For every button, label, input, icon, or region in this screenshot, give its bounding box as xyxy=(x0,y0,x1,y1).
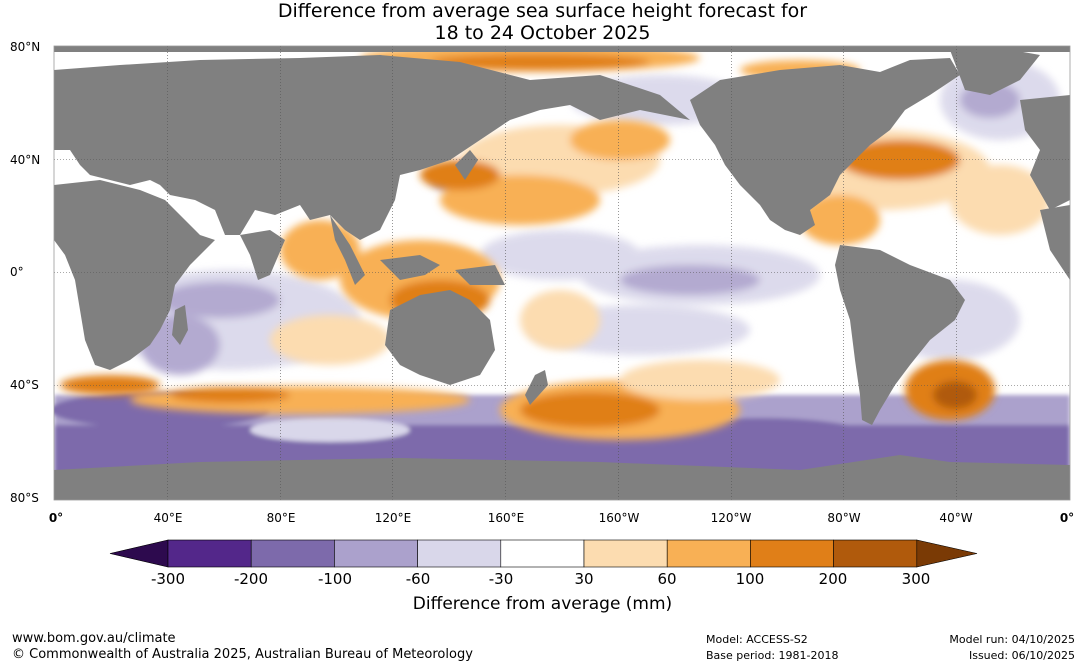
colorbar-tick-label: 200 xyxy=(818,570,848,588)
lat-label-80n: 80°N xyxy=(10,40,41,54)
colorbar-segment xyxy=(833,539,918,568)
colorbar-title: Difference from average (mm) xyxy=(412,594,673,614)
colorbar-tick-label: -100 xyxy=(317,570,353,588)
land-north-america xyxy=(690,58,960,235)
colorbar-segment xyxy=(250,539,335,568)
land-se-asia xyxy=(330,215,365,285)
colorbar-tick-label: -60 xyxy=(405,570,431,588)
colorbar-segment xyxy=(417,539,502,568)
issued-date: Issued: 06/10/2025 xyxy=(968,649,1075,662)
colorbar-tick-label: 30 xyxy=(574,570,594,588)
colorbar-segment xyxy=(500,539,585,568)
land-arctic-top xyxy=(54,46,1070,52)
lon-label-40e: 40°E xyxy=(153,511,183,525)
colorbar-arrow-low xyxy=(109,539,169,568)
colorbar xyxy=(109,539,978,568)
land-new-guinea xyxy=(455,265,505,285)
map-title-line2: 18 to 24 October 2025 xyxy=(434,22,651,44)
lon-label-0-right: 0° xyxy=(1059,511,1075,525)
colorbar-segment xyxy=(334,539,418,568)
land-india xyxy=(240,230,285,280)
land-africa-east xyxy=(1040,205,1070,280)
colorbar-tick-label: -30 xyxy=(488,570,514,588)
land-japan xyxy=(455,150,478,180)
colorbar-tick-label: 300 xyxy=(901,570,931,588)
land-new-zealand xyxy=(525,370,548,405)
land-greenland xyxy=(950,48,1040,95)
lat-label-40n: 40°N xyxy=(10,153,41,167)
land-africa xyxy=(54,180,215,370)
lat-label-80s: 80°S xyxy=(10,491,39,505)
colorbar-arrow-high xyxy=(916,539,978,568)
colorbar-segment xyxy=(666,539,751,568)
land-australia xyxy=(385,290,495,385)
land-europe-asia xyxy=(54,55,690,240)
colorbar-tick-label: 100 xyxy=(735,570,765,588)
lon-label-160w: 160°W xyxy=(598,511,640,525)
lon-label-120w: 120°W xyxy=(710,511,752,525)
lon-label-40w: 40°W xyxy=(939,511,973,525)
copyright-text: © Commonwealth of Australia 2025, Austra… xyxy=(12,647,473,662)
land-madagascar xyxy=(172,305,188,345)
model-name: Model: ACCESS-S2 xyxy=(706,633,808,646)
land-borneo-indonesia xyxy=(380,255,440,280)
base-period: Base period: 1981-2018 xyxy=(706,649,839,662)
colorbar-segment xyxy=(750,539,834,568)
colorbar-segment xyxy=(583,539,668,568)
lon-label-0-left: 0° xyxy=(48,511,64,525)
map-gridlines xyxy=(54,46,1070,500)
lat-label-40s: 40°S xyxy=(10,378,39,392)
land-south-america xyxy=(835,245,965,425)
colorbar-tick-label: -200 xyxy=(233,570,269,588)
website-link[interactable]: www.bom.gov.au/climate xyxy=(12,631,176,646)
lat-label-equator: 0° xyxy=(10,265,24,279)
colorbar-tick-label: -300 xyxy=(150,570,186,588)
land-antarctica xyxy=(54,455,1070,500)
map-title-line1: Difference from average sea surface heig… xyxy=(277,0,808,22)
land-masses xyxy=(54,46,1070,500)
lon-label-160e: 160°E xyxy=(487,511,525,525)
colorbar-segment xyxy=(167,539,252,568)
model-run-date: Model run: 04/10/2025 xyxy=(949,633,1075,646)
map-frame xyxy=(53,45,1071,501)
lon-label-80w: 80°W xyxy=(827,511,861,525)
land-europe-east xyxy=(1020,95,1070,210)
colorbar-tick-label: 60 xyxy=(657,570,677,588)
lon-label-80e: 80°E xyxy=(266,511,296,525)
lon-label-120e: 120°E xyxy=(374,511,412,525)
